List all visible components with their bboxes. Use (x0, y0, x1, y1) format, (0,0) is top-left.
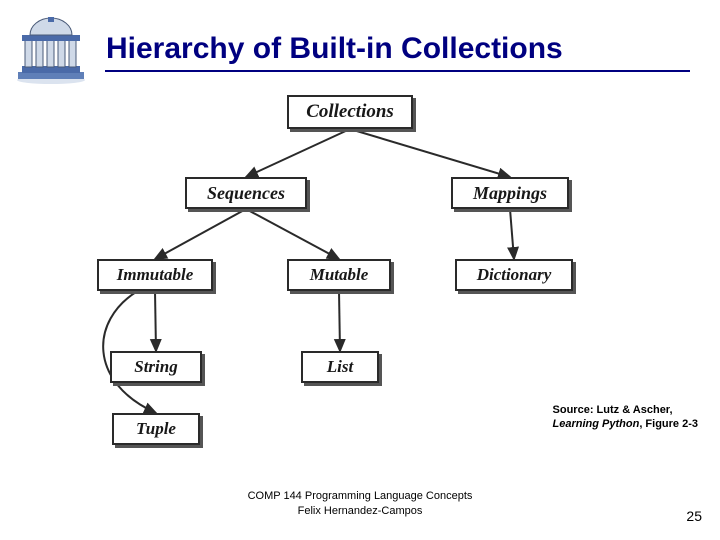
node-collections: Collections (287, 95, 413, 129)
node-immutable: Immutable (97, 259, 213, 291)
node-dictionary: Dictionary (455, 259, 573, 291)
source-line1: Source: Lutz & Ascher, (553, 404, 673, 416)
footer-line2: Felix Hernandez-Campos (0, 504, 720, 518)
footer-line1: COMP 144 Programming Language Concepts (0, 489, 720, 503)
header: Hierarchy of Built-in Collections (0, 14, 720, 84)
node-mutable: Mutable (287, 259, 391, 291)
source-line2-ital: Learning Python (553, 418, 640, 430)
page-title: Hierarchy of Built-in Collections (106, 32, 563, 66)
node-mappings: Mappings (451, 177, 569, 209)
hierarchy-diagram: Collections Sequences Mappings Immutable Mut… (65, 95, 625, 455)
node-string: String (110, 351, 202, 383)
node-tuple: Tuple (112, 413, 200, 445)
logo-unc-well (12, 14, 90, 84)
footer: COMP 144 Programming Language Concepts F… (0, 489, 720, 518)
node-list: List (301, 351, 379, 383)
page-number: 25 (686, 508, 702, 524)
source-line2-rest: , Figure 2-3 (639, 418, 698, 430)
source-caption: Source: Lutz & Ascher, Learning Python, … (553, 403, 698, 432)
node-sequences: Sequences (185, 177, 307, 209)
title-rule (105, 70, 690, 72)
